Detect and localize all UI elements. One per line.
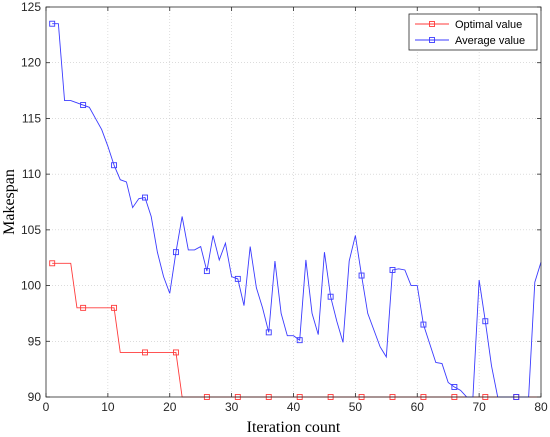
legend-label-average: Average value [455,35,525,47]
data-point-optimal-value [80,304,87,311]
x-tick-label: 50 [349,400,363,414]
y-tick-label: 115 [22,111,41,125]
data-point-optimal-value [49,260,56,267]
data-point-average-value [327,293,334,300]
y-tick-label: 125 [21,0,41,14]
data-point-average-value [203,268,210,275]
x-tick-label: 10 [101,400,115,414]
data-point-average-value [296,337,303,344]
data-point-average-value [389,267,396,273]
data-point-average-value [142,194,148,201]
legend-label-optimal: Optimal value [455,19,522,31]
data-point-average-value [265,329,272,336]
legend-box [408,13,538,51]
y-tick-label: 105 [21,223,41,237]
x-tick-label: 20 [163,400,177,414]
y-tick-label: 90 [28,390,42,404]
x-tick-label: 70 [472,400,486,414]
data-point-average-value [49,20,56,27]
y-tick-label: 120 [21,56,41,70]
series-line-average-value [52,23,542,398]
legend-marker-optimal [429,21,435,27]
data-point-optimal-value [142,349,148,356]
x-axis-label: Iteration count [247,419,341,436]
x-tick-label: 40 [287,400,301,414]
axis-ticks: 0 10 20 30 40 50 60 70 80 90 95 100 105 110 115 120 125 [21,0,548,414]
data-point-average-value [111,162,118,169]
data-point-average-value [420,321,427,328]
legend: Optimal value Average value [408,13,538,51]
data-point-average-value [234,275,241,282]
y-tick-label: 100 [21,279,41,293]
x-tick-label: 80 [534,400,548,414]
y-tick-label: 95 [28,334,42,348]
data-point-average-value [358,272,365,279]
data-point-average-value [482,318,489,325]
data-point-optimal-value [172,349,179,356]
grid [46,7,541,397]
data-point-optimal-value [111,304,118,311]
legend-marker-average [429,37,435,43]
x-tick-label: 60 [411,400,425,414]
x-tick-label: 30 [225,400,239,414]
data-point-average-value [80,102,87,109]
data-point-average-value [451,384,458,390]
y-axis-label: Makespan [1,169,18,235]
y-tick-label: 110 [22,167,41,181]
data-point-average-value [172,249,179,256]
x-tick-label: 0 [43,400,50,414]
